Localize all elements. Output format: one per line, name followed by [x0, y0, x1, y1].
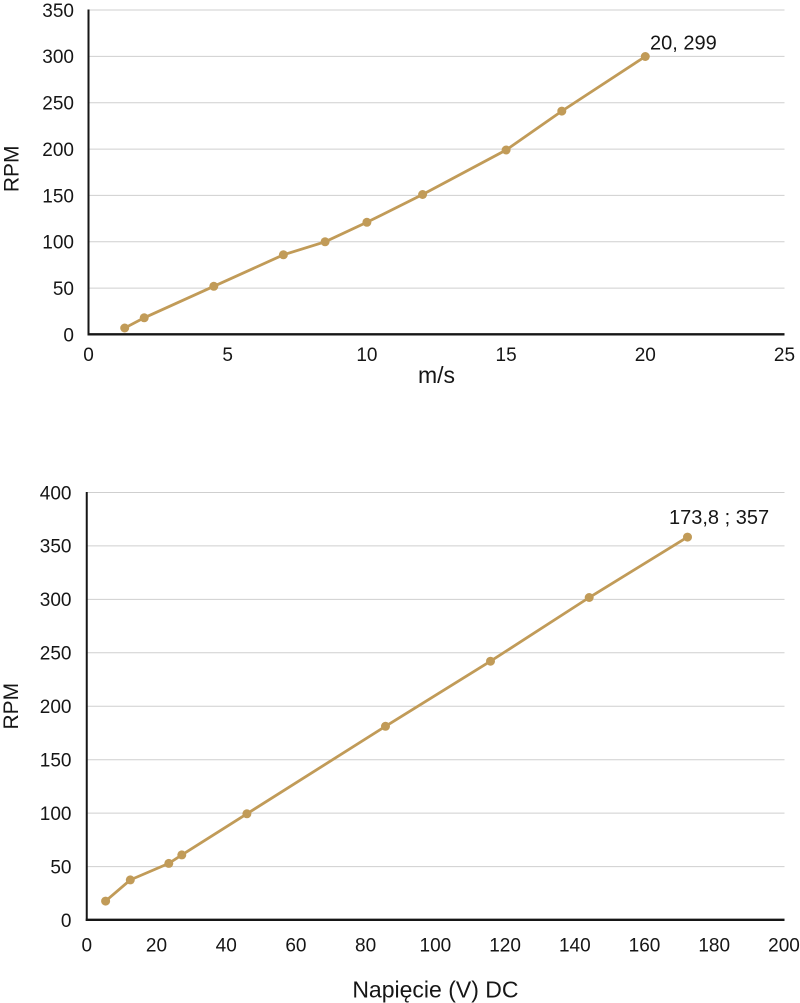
- svg-text:100: 100: [40, 804, 72, 825]
- svg-text:200: 200: [42, 140, 74, 161]
- svg-text:RPM: RPM: [0, 145, 23, 192]
- svg-text:40: 40: [216, 935, 237, 956]
- svg-text:160: 160: [629, 935, 661, 956]
- svg-text:300: 300: [40, 590, 72, 611]
- svg-text:150: 150: [42, 186, 74, 207]
- svg-text:20, 299: 20, 299: [650, 32, 717, 54]
- svg-text:20: 20: [635, 345, 656, 366]
- svg-text:250: 250: [42, 94, 74, 115]
- svg-text:180: 180: [698, 935, 730, 956]
- svg-text:200: 200: [40, 697, 72, 718]
- svg-text:0: 0: [63, 325, 74, 346]
- svg-text:0: 0: [81, 935, 92, 956]
- svg-text:50: 50: [50, 857, 71, 878]
- svg-text:50: 50: [53, 279, 74, 300]
- svg-text:300: 300: [42, 47, 74, 68]
- svg-text:250: 250: [40, 644, 72, 665]
- svg-text:0: 0: [61, 911, 72, 932]
- svg-text:350: 350: [40, 537, 72, 558]
- svg-text:Napięcie (V) DC: Napięcie (V) DC: [352, 977, 518, 1003]
- svg-text:173,8 ; 357: 173,8 ; 357: [669, 507, 769, 529]
- svg-text:140: 140: [559, 935, 591, 956]
- svg-text:400: 400: [40, 483, 72, 504]
- svg-text:80: 80: [355, 935, 376, 956]
- svg-text:60: 60: [285, 935, 306, 956]
- svg-text:RPM: RPM: [0, 683, 23, 730]
- svg-text:15: 15: [496, 345, 517, 366]
- svg-text:m/s: m/s: [418, 362, 455, 388]
- svg-text:10: 10: [356, 345, 377, 366]
- svg-text:0: 0: [83, 345, 94, 366]
- svg-text:200: 200: [768, 935, 800, 956]
- svg-text:100: 100: [42, 233, 74, 254]
- svg-text:25: 25: [774, 345, 795, 366]
- svg-text:20: 20: [146, 935, 167, 956]
- svg-text:150: 150: [40, 751, 72, 772]
- svg-text:100: 100: [420, 935, 452, 956]
- svg-text:5: 5: [222, 345, 233, 366]
- svg-text:350: 350: [42, 1, 74, 22]
- svg-text:120: 120: [489, 935, 521, 956]
